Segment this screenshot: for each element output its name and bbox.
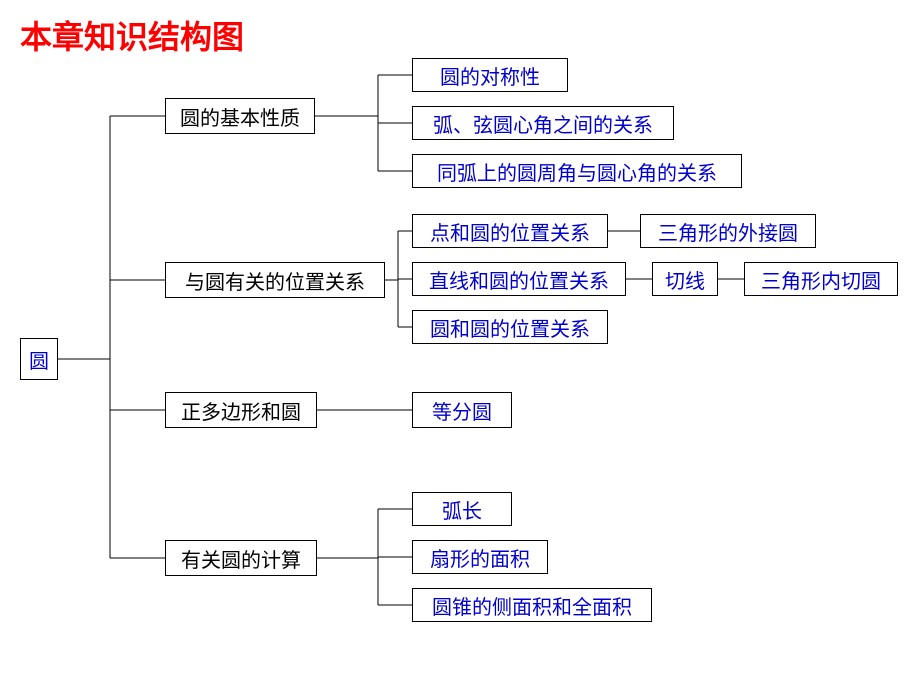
tree-node-l2b1: 点和圆的位置关系: [412, 214, 608, 248]
tree-node-l2a1: 圆的对称性: [412, 58, 568, 92]
tree-node-l2d3: 圆锥的侧面积和全面积: [412, 588, 652, 622]
page-title: 本章知识结构图: [20, 12, 244, 58]
tree-node-l3b1: 三角形的外接圆: [640, 214, 816, 248]
tree-node-l1c: 正多边形和圆: [165, 392, 317, 428]
connector-layer: [0, 0, 920, 690]
tree-node-l2a2: 弧、弦圆心角之间的关系: [412, 106, 674, 140]
tree-node-l3b2a: 切线: [652, 262, 718, 296]
tree-node-l3b2b: 三角形内切圆: [744, 262, 898, 296]
tree-node-l1b: 与圆有关的位置关系: [165, 262, 385, 298]
tree-node-l2a3: 同弧上的圆周角与圆心角的关系: [412, 154, 742, 188]
tree-node-l1d: 有关圆的计算: [165, 540, 317, 576]
tree-node-l2c1: 等分圆: [412, 392, 512, 428]
tree-node-l2d2: 扇形的面积: [412, 540, 548, 574]
tree-node-l1a: 圆的基本性质: [165, 98, 315, 134]
tree-node-l2b3: 圆和圆的位置关系: [412, 310, 608, 344]
tree-node-l2b2: 直线和圆的位置关系: [412, 262, 626, 296]
tree-node-root: 圆: [20, 338, 58, 380]
tree-node-l2d1: 弧长: [412, 492, 512, 526]
